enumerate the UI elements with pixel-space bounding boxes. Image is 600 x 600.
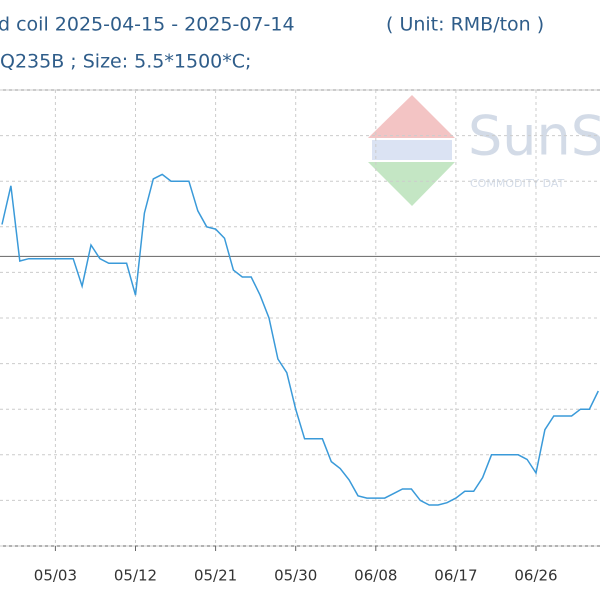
logo-bottom [368,162,455,206]
unit: ( Unit: RMB/ton ) [386,14,544,36]
watermark: SunS COMMODITY DAT [368,95,600,206]
chart-title: d coil 2025-04-15 - 2025-07-14 [0,14,295,36]
subtitle: Q235B ; Size: 5.5*1500*C; [0,51,251,73]
x-tick-label: 05/21 [194,567,237,585]
x-tick-label: 06/17 [434,567,477,585]
x-tick-label: 06/26 [514,567,557,585]
logo-band [372,140,452,160]
watermark-brand: SunS [468,105,600,168]
watermark-tagline: COMMODITY DAT [470,177,565,190]
x-tick-label: 05/30 [274,567,317,585]
x-tick-label: 06/08 [354,567,397,585]
x-tick-label: 05/03 [34,567,77,585]
price-line [1,173,599,506]
logo-top [368,95,455,138]
x-tick-label: 05/12 [114,567,157,585]
